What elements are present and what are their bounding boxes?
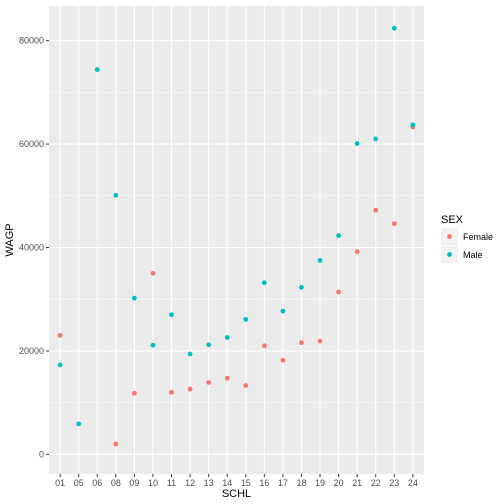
point-female [391,221,397,227]
x-tick-label: 01 [55,478,65,488]
point-female [280,357,286,363]
point-male [206,342,212,348]
point-female [206,380,212,385]
x-tick-label: 18 [296,478,306,488]
x-tick-label: 23 [389,478,399,488]
point-male [261,280,267,286]
point-female [150,270,156,276]
point-female [169,389,174,395]
point-male [336,233,342,239]
y-tick-label: 60000 [19,139,44,149]
point-male [391,25,397,31]
legend-point-female [447,234,452,239]
y-tick-label: 80000 [19,36,44,46]
x-tick-label: 06 [92,478,102,488]
point-male [94,67,100,73]
x-tick-label: 22 [371,478,381,488]
point-female [243,383,249,388]
point-female [224,375,230,381]
point-male [373,136,379,142]
point-male [224,335,230,340]
x-tick-label: 16 [259,478,269,488]
point-male [76,421,82,427]
legend-label-male: Male [463,250,483,260]
point-female [317,338,323,344]
x-tick-label: 20 [334,478,344,488]
minor-gridlines [49,92,424,403]
major-gridlines [49,6,424,474]
x-tick-label: 11 [167,478,176,488]
x-tick-label: 15 [241,478,251,488]
point-male [131,295,137,301]
x-tick-label: 09 [129,478,139,488]
x-tick-label: 08 [111,478,121,488]
point-male [57,362,63,368]
point-male [317,258,323,263]
x-tick-label: 05 [74,478,84,488]
point-female [354,249,360,255]
point-female [373,207,379,213]
y-tick-label: 20000 [19,346,44,356]
legend-title: SEX [441,214,464,226]
y-axis-title: WAGP [4,223,16,256]
point-male [280,308,286,314]
x-tick-label: 17 [278,478,288,488]
point-male [113,192,119,198]
legend-label-female: Female [463,232,493,242]
y-axis: 0 20000 40000 60000 80000 [19,36,49,459]
x-tick-label: 12 [185,478,195,488]
point-female [131,390,137,396]
point-male [150,342,156,348]
point-female [187,386,193,392]
point-male [169,312,174,318]
x-tick-label: 24 [408,478,418,488]
legend-point-male [447,252,452,257]
x-tick-label: 13 [204,478,214,488]
x-tick-label: 19 [315,478,325,488]
point-female [261,343,267,349]
point-male [410,122,416,128]
y-tick-label: 0 [39,449,44,459]
point-male [243,316,249,322]
point-female [336,289,342,295]
x-tick-label: 14 [222,478,232,488]
point-male [299,284,304,290]
y-tick-label: 40000 [19,242,44,252]
point-female [57,333,63,338]
point-male [187,351,193,357]
point-male [354,141,360,146]
x-tick-label: 10 [148,478,158,488]
x-axis: 01 05 06 08 09 10 11 12 13 14 15 16 17 18 19 20 21 22 23 24 [55,474,418,488]
x-axis-title: SCHL [222,488,251,500]
point-female [113,441,119,447]
data-points [57,25,416,447]
legend: SEX Female Male [441,214,493,263]
panel-background [49,6,424,474]
point-female [299,340,304,346]
x-tick-label: 21 [352,478,362,488]
